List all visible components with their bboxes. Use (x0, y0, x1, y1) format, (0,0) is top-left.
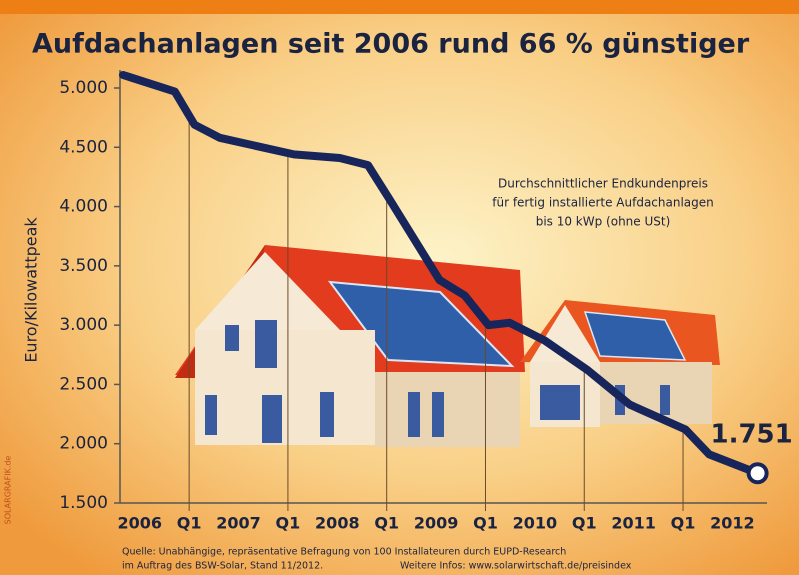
annotation: Durchschnittlicher Endkundenpreis (498, 177, 708, 191)
top-bar (0, 0, 799, 14)
source: Weitere Infos: www.solarwirtschaft.de/pr… (400, 561, 632, 572)
x-tick-label: 2008 (315, 514, 360, 533)
end-point (746, 462, 769, 485)
price-line (118, 70, 762, 478)
credit: SOLARGRAFIK.de (4, 456, 13, 525)
x-tick-label: Q1 (671, 514, 696, 533)
y-tick-label: 3.500 (59, 256, 108, 276)
x-tick-label: 2011 (611, 514, 656, 533)
x-tick-label: Q1 (473, 514, 498, 533)
x-tick-label: Q1 (572, 514, 597, 533)
x-tick-label: Q1 (177, 514, 202, 533)
x-tick-label: 2009 (414, 514, 459, 533)
data-label: 1.751 (710, 420, 792, 450)
x-tick-label: Q1 (374, 514, 399, 533)
x-tick-label: 2006 (117, 514, 162, 533)
y-tick-label: 2.500 (59, 374, 108, 394)
y-tick-label: 5.000 (59, 78, 108, 98)
y-tick-label: 1.500 (59, 493, 108, 513)
x-tick-label: 2010 (513, 514, 558, 533)
y-tick-label: 2.000 (59, 434, 108, 454)
annotation: für fertig installierte Aufdachanlagen (492, 196, 714, 210)
annotation: bis 10 kWp (ohne USt) (536, 215, 671, 229)
y-tick-label: 4.000 (59, 197, 108, 217)
house-illustration (175, 245, 720, 447)
x-tick-label: 2012 (710, 514, 755, 533)
y-tick-label: 3.000 (59, 315, 108, 335)
y-tick-label: 4.500 (59, 137, 108, 157)
source: Quelle: Unabhängige, repräsentative Befr… (122, 547, 566, 558)
chart-title: Aufdachanlagen seit 2006 rund 66 % günst… (32, 29, 750, 60)
source: im Auftrag des BSW-Solar, Stand 11/2012. (122, 561, 323, 572)
x-tick-label: Q1 (276, 514, 301, 533)
x-tick-label: 2007 (216, 514, 261, 533)
y-axis-label: Euro/Kilowattpeak (22, 217, 41, 363)
